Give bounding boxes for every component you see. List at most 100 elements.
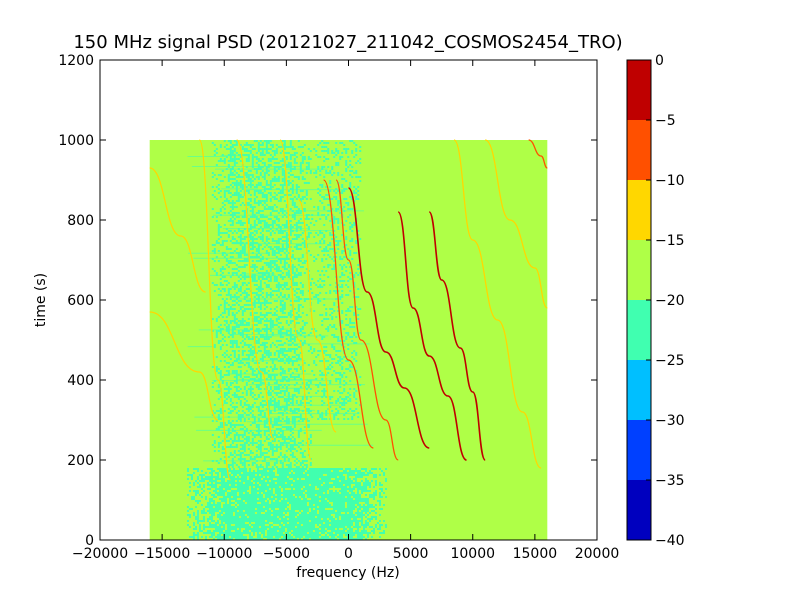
noise-cell xyxy=(257,288,260,290)
noise-cell xyxy=(229,354,232,356)
noise-cell xyxy=(260,494,263,496)
noise-cell xyxy=(281,224,284,226)
noise-cell xyxy=(281,326,284,328)
noise-cell xyxy=(285,248,288,250)
noise-cell xyxy=(273,232,276,234)
noise-cell xyxy=(275,350,278,352)
noise-cell xyxy=(235,386,238,388)
noise-cell xyxy=(208,478,211,480)
noise-cell xyxy=(330,530,333,532)
noise-cell xyxy=(261,230,264,232)
noise-cell xyxy=(334,520,337,522)
noise-cell xyxy=(334,522,337,524)
noise-cell xyxy=(241,232,244,234)
noise-cell xyxy=(297,374,300,376)
noise-cell xyxy=(304,504,307,506)
noise-cell xyxy=(308,492,311,494)
noise-cell xyxy=(282,530,285,532)
noise-cell xyxy=(238,520,241,522)
noise-cell xyxy=(256,514,259,516)
noise-cell xyxy=(300,490,303,492)
noise-cell xyxy=(233,392,236,394)
noise-cell xyxy=(300,486,303,488)
noise-cell xyxy=(241,392,244,394)
noise-cell xyxy=(255,284,258,286)
noise-cell xyxy=(322,484,325,486)
noise-cell xyxy=(300,534,303,536)
noise-cell xyxy=(268,536,271,538)
noise-cell xyxy=(354,520,357,522)
noise-cell xyxy=(259,376,262,378)
noise-cell xyxy=(269,234,272,236)
noise-cell xyxy=(254,486,257,488)
noise-cell xyxy=(276,512,279,514)
noise-cell xyxy=(286,490,289,492)
noise-cell xyxy=(280,518,283,520)
noise-cell xyxy=(275,268,278,270)
noise-cell xyxy=(223,232,226,234)
noise-cell xyxy=(219,196,222,198)
noise-cell xyxy=(312,484,315,486)
noise-cell xyxy=(278,480,281,482)
noise-cell xyxy=(346,504,349,506)
noise-cell xyxy=(251,382,254,384)
noise-cell xyxy=(289,312,292,314)
noise-cell xyxy=(267,252,270,254)
noise-cell xyxy=(301,232,304,234)
noise-cell xyxy=(326,482,329,484)
noise-cell xyxy=(266,532,269,534)
noise-cell xyxy=(318,504,321,506)
noise-cell xyxy=(237,174,240,176)
noise-cell xyxy=(352,534,355,536)
noise-cell xyxy=(245,144,248,146)
noise-cell xyxy=(277,266,280,268)
noise-cell xyxy=(265,262,268,264)
noise-cell xyxy=(318,472,321,474)
noise-cell xyxy=(299,272,302,274)
noise-cell xyxy=(258,520,261,522)
noise-cell xyxy=(287,176,290,178)
noise-cell xyxy=(263,388,266,390)
noise-cell xyxy=(188,516,191,518)
noise-cell xyxy=(233,288,236,290)
noise-cell xyxy=(251,232,254,234)
noise-cell xyxy=(250,510,253,512)
noise-cell xyxy=(238,500,241,502)
noise-cell xyxy=(227,178,230,180)
noise-cell xyxy=(322,520,325,522)
noise-cell xyxy=(266,500,269,502)
noise-cell xyxy=(260,506,263,508)
noise-cell xyxy=(215,336,218,338)
noise-cell xyxy=(270,474,273,476)
noise-cell xyxy=(286,526,289,528)
noise-cell xyxy=(253,222,256,224)
noise-cell xyxy=(265,296,268,298)
noise-cell xyxy=(211,208,214,210)
noise-cell xyxy=(212,490,215,492)
noise-cell xyxy=(233,294,236,296)
noise-cell xyxy=(255,238,258,240)
noise-cell xyxy=(301,328,304,330)
noise-cell xyxy=(246,482,249,484)
noise-cell xyxy=(198,528,201,530)
noise-cell xyxy=(235,376,238,378)
noise-cell xyxy=(269,148,272,150)
noise-cell xyxy=(275,306,278,308)
noise-cell xyxy=(233,372,236,374)
noise-cell xyxy=(290,494,293,496)
noise-cell xyxy=(217,174,220,176)
noise-cell xyxy=(283,354,286,356)
noise-cell xyxy=(215,152,218,154)
noise-cell xyxy=(292,530,295,532)
noise-cell xyxy=(318,512,321,514)
noise-cell xyxy=(251,164,254,166)
noise-cell xyxy=(332,492,335,494)
noise-cell xyxy=(296,476,299,478)
noise-cell xyxy=(272,508,275,510)
noise-cell xyxy=(328,526,331,528)
noise-cell xyxy=(294,494,297,496)
noise-cell xyxy=(272,534,275,536)
noise-cell xyxy=(254,496,257,498)
noise-cell xyxy=(289,316,292,318)
noise-cell xyxy=(206,530,209,532)
